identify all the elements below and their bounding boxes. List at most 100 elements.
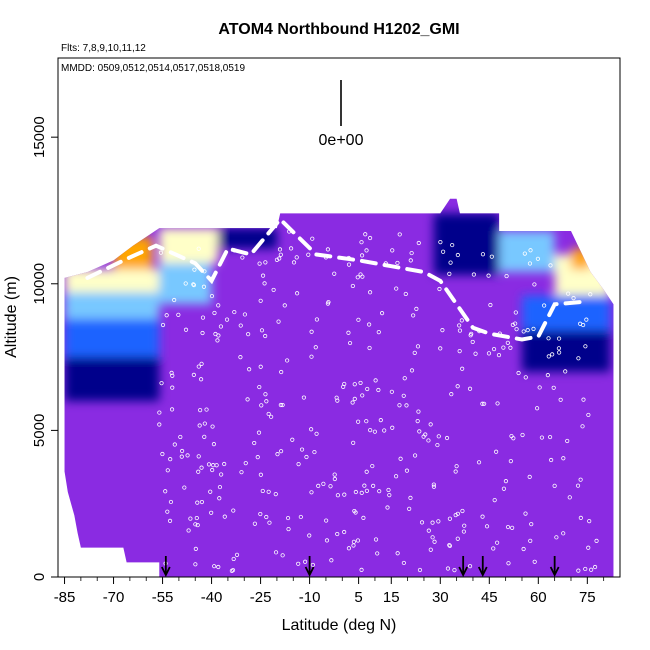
sample-point xyxy=(198,408,203,413)
sample-point xyxy=(492,498,497,503)
sample-point xyxy=(212,564,217,569)
sample-point xyxy=(503,479,509,484)
sample-point xyxy=(505,340,510,345)
sample-point xyxy=(551,385,556,390)
sample-point xyxy=(438,240,443,245)
sample-point xyxy=(217,484,223,490)
sample-point xyxy=(275,452,280,457)
sample-point xyxy=(467,386,473,391)
sample-point xyxy=(199,499,205,505)
sample-point xyxy=(505,524,511,530)
sample-point xyxy=(164,313,169,318)
ozone-band-4 xyxy=(64,357,160,402)
sample-point xyxy=(398,456,403,461)
ozone-band-11 xyxy=(570,248,591,270)
sample-point xyxy=(403,291,408,297)
sample-point xyxy=(548,263,553,268)
sample-point xyxy=(238,323,243,328)
sample-point xyxy=(191,282,197,288)
sample-point xyxy=(199,361,204,366)
sample-point xyxy=(583,344,588,349)
chart-title: ATOM4 Northbound H1202_GMI xyxy=(218,21,459,38)
sample-point xyxy=(496,352,502,358)
sample-point xyxy=(312,449,317,455)
sample-point xyxy=(278,252,283,257)
sample-point xyxy=(583,566,588,572)
sample-point xyxy=(510,525,515,530)
sample-point xyxy=(450,242,455,248)
sample-point xyxy=(417,567,423,573)
sample-point xyxy=(445,566,451,571)
sample-point xyxy=(186,528,191,533)
sample-point xyxy=(193,562,198,567)
sample-point xyxy=(280,402,285,408)
sample-point xyxy=(367,345,372,351)
sample-point xyxy=(255,455,260,460)
sample-point xyxy=(258,472,263,477)
sample-point xyxy=(258,511,263,517)
sample-point xyxy=(172,442,177,447)
sample-point xyxy=(393,474,399,479)
sample-point xyxy=(473,351,478,356)
sample-point xyxy=(373,378,378,383)
x-tick-label: -25 xyxy=(250,589,272,606)
sample-point xyxy=(457,323,462,328)
sample-point xyxy=(563,369,568,374)
sample-point xyxy=(234,552,240,557)
plot-area xyxy=(64,198,614,577)
sample-point xyxy=(501,345,506,350)
sample-point xyxy=(441,249,446,254)
sample-point xyxy=(528,248,533,253)
sample-point xyxy=(506,561,511,566)
sample-point xyxy=(310,562,315,568)
sample-point xyxy=(486,273,491,278)
sample-point xyxy=(219,472,224,477)
sample-point xyxy=(355,538,361,543)
sample-point xyxy=(539,435,545,440)
sample-point xyxy=(556,346,562,351)
sample-point xyxy=(263,333,268,339)
sample-point xyxy=(296,462,301,467)
sample-point xyxy=(491,346,497,352)
sample-point xyxy=(210,276,215,281)
sample-point xyxy=(278,449,284,454)
sample-point xyxy=(307,533,312,538)
sample-point xyxy=(561,456,566,461)
sample-point xyxy=(527,261,533,266)
sample-point xyxy=(165,468,170,473)
sample-point xyxy=(335,398,340,403)
sample-point xyxy=(367,322,372,327)
sample-point xyxy=(197,423,202,428)
sample-point xyxy=(309,427,314,432)
sample-point xyxy=(415,418,420,424)
sample-point xyxy=(168,499,174,505)
sample-point xyxy=(335,531,340,537)
sample-point xyxy=(273,491,278,497)
sample-point xyxy=(209,293,215,299)
sample-point xyxy=(401,393,406,398)
sample-point xyxy=(567,495,572,500)
sample-point xyxy=(264,514,269,520)
ozone-band-9 xyxy=(499,231,555,273)
sample-point xyxy=(378,418,383,423)
sample-point xyxy=(501,486,507,491)
sample-point xyxy=(546,354,551,359)
sample-point xyxy=(508,345,513,350)
sample-point xyxy=(383,261,388,266)
sample-point xyxy=(571,296,576,301)
sample-point xyxy=(397,403,402,408)
sample-point xyxy=(359,567,364,572)
sample-point xyxy=(342,529,347,535)
sample-point xyxy=(217,496,222,501)
sample-point xyxy=(480,401,485,406)
y-tick-label: 5000 xyxy=(31,414,48,447)
scale-label: 0e+00 xyxy=(319,132,364,149)
sample-point xyxy=(309,329,314,334)
sample-point xyxy=(447,543,453,548)
sample-point xyxy=(169,407,175,412)
sample-point xyxy=(245,397,250,402)
sample-point xyxy=(352,508,357,514)
sample-point xyxy=(202,269,207,274)
sample-point xyxy=(382,428,387,433)
